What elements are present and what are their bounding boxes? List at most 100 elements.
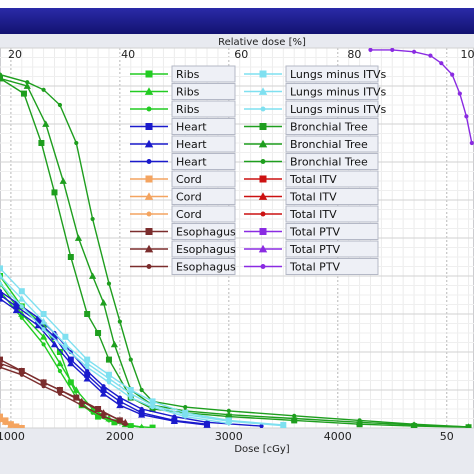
data-point bbox=[95, 330, 102, 336]
legend-label: Total PTV bbox=[289, 243, 341, 256]
data-point bbox=[12, 306, 20, 314]
x-tick-label: 2000 bbox=[106, 430, 134, 443]
data-point bbox=[83, 375, 91, 382]
legend-label-box bbox=[285, 83, 379, 100]
x-tick-label: 4000 bbox=[324, 430, 352, 443]
data-point bbox=[57, 102, 63, 108]
legend-marker bbox=[144, 139, 154, 148]
legend-label: Lungs minus ITVs bbox=[290, 103, 387, 116]
legend-label-box bbox=[171, 223, 236, 240]
data-point bbox=[0, 265, 3, 272]
legend-label-box bbox=[171, 188, 236, 205]
data-point bbox=[116, 398, 123, 405]
legend-item: Ribs bbox=[130, 65, 236, 83]
data-point bbox=[20, 90, 27, 97]
legend-label-box bbox=[285, 205, 379, 223]
data-point bbox=[83, 359, 91, 367]
data-point bbox=[90, 216, 95, 222]
legend-label: Lungs minus ITVs bbox=[290, 86, 387, 99]
data-point bbox=[457, 91, 462, 96]
legend-marker bbox=[144, 87, 154, 95]
top-tick-label: 40 bbox=[121, 48, 135, 61]
data-point bbox=[51, 333, 58, 340]
legend-label-box bbox=[285, 100, 379, 118]
data-point bbox=[0, 72, 3, 77]
legend-marker bbox=[259, 228, 267, 235]
legend-item: Heart bbox=[130, 118, 236, 135]
x-tick-label: 3000 bbox=[215, 430, 243, 443]
top-tick-labels: 20 40 60 80 10 bbox=[8, 48, 474, 61]
data-point bbox=[123, 422, 128, 427]
legend-marker bbox=[260, 264, 266, 269]
legend-item: Bronchial Tree bbox=[244, 153, 379, 170]
legend-label: Total ITV bbox=[289, 208, 337, 221]
legend-item: Cord bbox=[130, 170, 236, 188]
data-point bbox=[84, 311, 91, 317]
data-point bbox=[0, 289, 3, 294]
data-point bbox=[0, 418, 3, 423]
legend-label-box bbox=[171, 153, 236, 170]
data-point bbox=[34, 321, 42, 329]
data-point bbox=[41, 87, 46, 92]
data-point bbox=[59, 177, 67, 184]
data-point bbox=[19, 304, 24, 309]
data-point bbox=[56, 359, 64, 367]
legend-label-box bbox=[171, 135, 236, 153]
data-point bbox=[469, 140, 474, 146]
data-point bbox=[23, 82, 31, 89]
dvh-series bbox=[0, 418, 24, 428]
data-point bbox=[149, 398, 156, 405]
bottom-axis-band bbox=[0, 428, 474, 474]
legend-label: Heart bbox=[176, 156, 207, 169]
data-point bbox=[73, 394, 80, 401]
legend-label: Bronchial Tree bbox=[290, 156, 368, 169]
data-point bbox=[40, 311, 47, 317]
legend-item: Total ITV bbox=[244, 170, 379, 188]
data-point bbox=[105, 356, 112, 363]
data-point bbox=[0, 272, 4, 279]
legend-item: Total ITV bbox=[244, 205, 379, 223]
data-point bbox=[128, 357, 133, 362]
x-axis-title: Dose [cGy] bbox=[234, 444, 289, 455]
data-point bbox=[19, 425, 24, 428]
legend-item: Lungs minus ITVs bbox=[244, 65, 387, 83]
data-point bbox=[41, 384, 46, 389]
data-point bbox=[280, 422, 287, 428]
data-point bbox=[139, 425, 144, 428]
legend-marker bbox=[145, 228, 153, 235]
data-point bbox=[74, 140, 79, 146]
legend-item: Esophagus bbox=[130, 240, 236, 258]
legend-label-box bbox=[171, 65, 236, 83]
data-point bbox=[290, 414, 298, 422]
top-axis-title: Relative dose [%] bbox=[218, 37, 306, 48]
data-point bbox=[439, 61, 444, 66]
data-point bbox=[183, 405, 188, 410]
data-point bbox=[25, 80, 30, 85]
legend-item: Total PTV bbox=[244, 240, 379, 258]
legend-label: Ribs bbox=[176, 68, 200, 81]
series-line bbox=[0, 283, 229, 425]
legend-label-box bbox=[285, 223, 379, 240]
legend-marker bbox=[145, 70, 153, 78]
series-line bbox=[0, 77, 469, 428]
data-point bbox=[411, 49, 417, 54]
legend-label-box bbox=[285, 240, 379, 258]
data-point bbox=[39, 333, 48, 340]
data-point bbox=[105, 371, 112, 378]
data-point bbox=[99, 390, 108, 397]
dvh-series bbox=[0, 365, 128, 427]
data-point bbox=[105, 375, 113, 382]
data-point bbox=[99, 299, 108, 306]
data-point bbox=[390, 48, 395, 52]
data-point bbox=[19, 372, 24, 377]
data-point bbox=[85, 365, 90, 370]
top-tick-label: 60 bbox=[234, 48, 248, 61]
legend-marker bbox=[145, 123, 153, 130]
legend-label: Esophagus bbox=[176, 243, 236, 256]
data-point bbox=[100, 387, 107, 393]
data-point bbox=[57, 391, 63, 396]
data-point bbox=[67, 359, 75, 367]
data-point bbox=[225, 411, 233, 418]
legend-marker bbox=[258, 87, 268, 95]
legend-label-box bbox=[285, 135, 379, 153]
